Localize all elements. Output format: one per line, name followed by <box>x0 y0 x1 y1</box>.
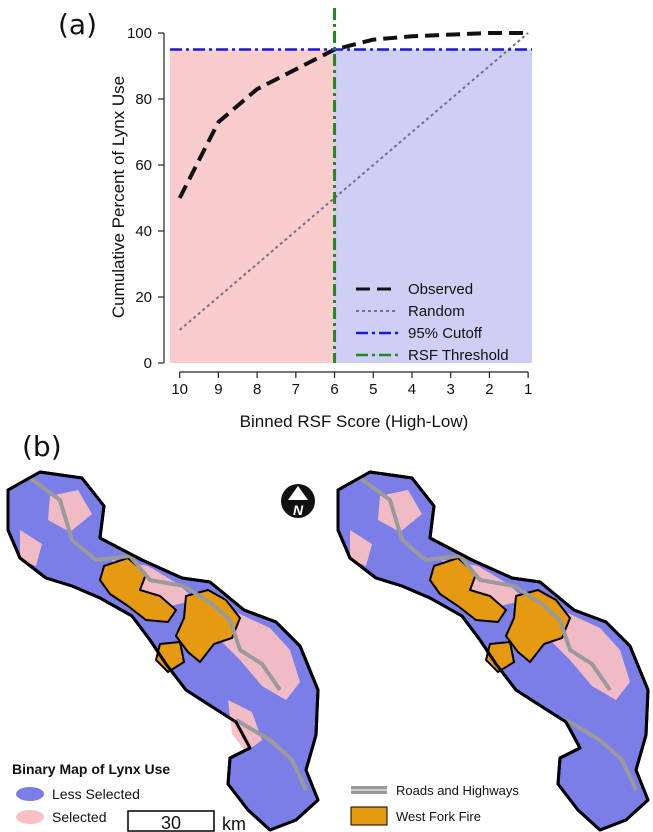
map-right-west-fork-fire <box>428 556 572 674</box>
y-tick-label-60: 60 <box>135 157 152 174</box>
x-tick-label-7: 7 <box>292 381 300 398</box>
selected-swatch <box>16 810 44 824</box>
legend-label-95-cutoff: 95% Cutoff <box>408 325 483 342</box>
x-tick-label-4: 4 <box>408 381 416 398</box>
legend-label-observed: Observed <box>408 281 473 298</box>
legend-less-selected: Less Selected <box>52 786 140 802</box>
y-tick-label-80: 80 <box>135 91 152 108</box>
series-random <box>179 32 529 331</box>
north-arrow-icon: N <box>281 484 315 518</box>
map-left <box>6 470 320 832</box>
x-tick-label-9: 9 <box>214 381 222 398</box>
y-tick-label-100: 100 <box>127 25 152 42</box>
map-left-roads <box>28 476 308 791</box>
axes: 0 20 40 60 80 100 10 9 8 7 6 5 4 3 2 1 <box>127 25 532 398</box>
scale-bar-unit: km <box>222 814 246 832</box>
shaded-region-0 <box>170 49 335 363</box>
panel-b-label: (b) <box>22 430 62 463</box>
map-right-roads <box>358 476 638 791</box>
map-right-outline <box>336 470 650 832</box>
x-tick-label-8: 8 <box>253 381 261 398</box>
chart-legend: Observed Random 95% Cutoff RSF Threshold <box>356 281 509 364</box>
map-right <box>336 470 650 832</box>
x-tick-label-10: 10 <box>171 381 188 398</box>
scale-bar <box>127 810 215 832</box>
reference-lines <box>170 8 532 363</box>
chart-panel-a: 0 20 40 60 80 100 10 9 8 7 6 5 4 3 2 1 Binned RSF Score… <box>109 8 532 431</box>
y-tick-label-40: 40 <box>135 223 152 240</box>
legend-label-random: Random <box>408 303 465 320</box>
panel-a-label: (a) <box>58 8 97 41</box>
legend-label-rsf-threshold: RSF Threshold <box>408 347 509 364</box>
fire-swatch <box>350 806 388 826</box>
x-tick-label-6: 6 <box>330 381 338 398</box>
map-legend-title: Binary Map of Lynx Use <box>12 761 170 777</box>
x-tick-label-5: 5 <box>369 381 377 398</box>
x-tick-label-3: 3 <box>447 381 455 398</box>
x-axis-label: Binned RSF Score (High-Low) <box>240 412 469 431</box>
north-label: N <box>293 502 304 518</box>
map-left-outline <box>6 470 320 832</box>
y-tick-label-20: 20 <box>135 289 152 306</box>
legend-fire: West Fork Fire <box>396 809 481 824</box>
x-tick-label-2: 2 <box>485 381 493 398</box>
y-axis-label: Cumulative Percent of Lynx Use <box>109 76 128 318</box>
shaded-regions <box>170 49 532 363</box>
y-tick-label-0: 0 <box>144 355 152 372</box>
legend-selected: Selected <box>52 809 106 825</box>
x-tick-label-1: 1 <box>524 381 532 398</box>
map-panel-b: N Binary Map of Lynx Use Less Selected S… <box>6 470 650 832</box>
scale-bar-value: 30 <box>161 813 181 832</box>
series-observed <box>177 31 529 199</box>
map-left-selected-area <box>20 490 300 752</box>
shaded-region-1 <box>334 49 532 363</box>
legend-roads: Roads and Highways <box>396 783 519 798</box>
series-layer <box>177 31 529 331</box>
less-selected-swatch <box>16 787 44 801</box>
